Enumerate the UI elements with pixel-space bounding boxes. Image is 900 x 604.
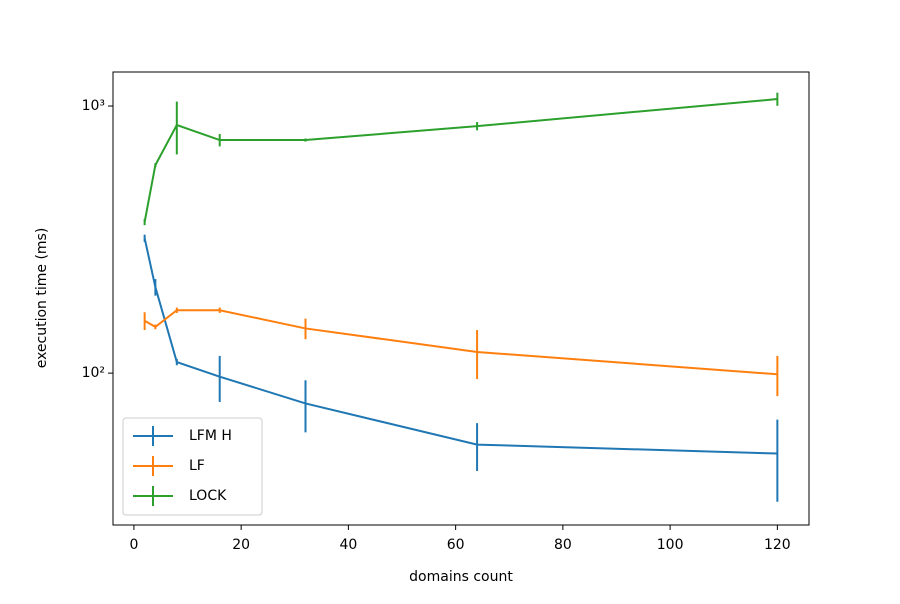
legend-label: LF xyxy=(189,458,205,474)
x-tick-label: 100 xyxy=(657,537,684,553)
plot-frame xyxy=(112,71,810,526)
x-tick-label: 40 xyxy=(339,537,357,553)
y-tick-label: 10³ xyxy=(82,98,105,114)
x-axis-label: domains count xyxy=(409,569,513,585)
legend-box xyxy=(122,417,263,516)
x-tick-label: 60 xyxy=(447,537,465,553)
legend-label: LFM H xyxy=(189,428,232,444)
legend-label: LOCK xyxy=(189,488,227,504)
y-axis-label: execution time (ms) xyxy=(34,228,50,369)
x-tick-label: 0 xyxy=(129,537,138,553)
y-tick-label: 10² xyxy=(82,365,105,381)
x-tick-label: 120 xyxy=(764,537,791,553)
x-tick-label: 80 xyxy=(554,537,572,553)
x-tick-label: 20 xyxy=(232,537,250,553)
